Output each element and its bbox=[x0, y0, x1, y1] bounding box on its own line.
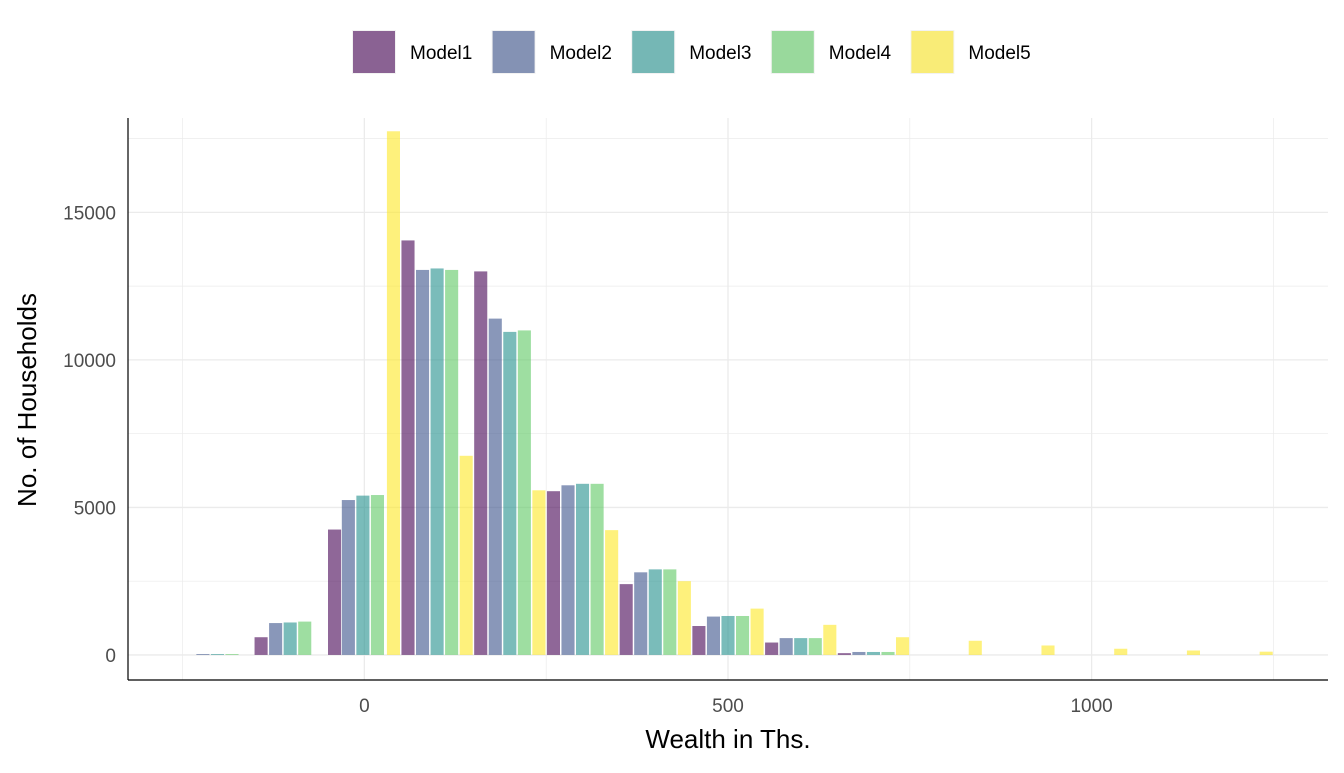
bar-model1 bbox=[692, 626, 706, 655]
legend-item-model1: Model1 bbox=[352, 30, 472, 74]
bar-model2 bbox=[779, 638, 793, 655]
bar-model3 bbox=[576, 483, 590, 655]
grid bbox=[128, 118, 1328, 680]
bar-model4 bbox=[590, 483, 604, 655]
bar-model5 bbox=[968, 640, 982, 655]
bar-model3 bbox=[283, 622, 297, 655]
bar-model3 bbox=[503, 331, 517, 655]
bar-model5 bbox=[750, 608, 764, 655]
legend-swatch bbox=[353, 31, 395, 73]
bar-model1 bbox=[474, 271, 488, 655]
y-axis-label: No. of Households bbox=[12, 293, 42, 507]
bar-model5 bbox=[823, 624, 837, 655]
axes bbox=[127, 118, 1328, 681]
legend-item-model5: Model5 bbox=[910, 30, 1031, 74]
bar-model2 bbox=[852, 651, 866, 655]
bar-model1 bbox=[765, 642, 779, 655]
legend-label: Model2 bbox=[550, 43, 612, 64]
bar-model5 bbox=[677, 581, 691, 655]
bar-model2 bbox=[196, 654, 210, 655]
bar-model4 bbox=[808, 638, 822, 655]
bar-model3 bbox=[648, 569, 662, 655]
bar-model5 bbox=[1186, 650, 1200, 655]
bar-model5 bbox=[1259, 651, 1273, 655]
bar-model4 bbox=[370, 495, 384, 655]
x-axis-label: Wealth in Ths. bbox=[645, 724, 810, 754]
bar-model4 bbox=[445, 269, 459, 655]
bar-model3 bbox=[356, 495, 370, 655]
x-tick-label: 500 bbox=[712, 696, 744, 717]
y-tick-label: 10000 bbox=[63, 351, 116, 372]
bar-model4 bbox=[225, 654, 239, 655]
bar-model4 bbox=[517, 330, 531, 655]
bar-model2 bbox=[341, 500, 355, 655]
bars bbox=[196, 131, 1273, 655]
bar-model5 bbox=[532, 490, 546, 655]
x-tick-label: 1000 bbox=[1070, 696, 1112, 717]
bar-model2 bbox=[269, 623, 283, 655]
bar-model5 bbox=[386, 131, 400, 655]
legend-label: Model5 bbox=[968, 43, 1030, 64]
y-tick-label: 0 bbox=[105, 646, 116, 667]
bar-model4 bbox=[663, 569, 677, 655]
bar-model1 bbox=[837, 653, 851, 655]
legend-item-model4: Model4 bbox=[770, 30, 892, 74]
bar-model2 bbox=[488, 318, 502, 655]
bar-model2 bbox=[561, 485, 575, 655]
legend-label: Model4 bbox=[829, 43, 892, 64]
bar-model1 bbox=[254, 637, 268, 655]
bar-model5 bbox=[1114, 648, 1128, 655]
bar-model4 bbox=[881, 651, 895, 655]
bar-model5 bbox=[605, 530, 619, 655]
bar-model2 bbox=[706, 616, 720, 655]
legend-swatch bbox=[911, 31, 954, 73]
bar-model1 bbox=[546, 491, 560, 655]
legend: Model1 Model2 Model3 Model4 Model5 bbox=[352, 30, 1031, 74]
y-tick-label: 5000 bbox=[74, 498, 116, 519]
bar-model5 bbox=[459, 455, 473, 655]
bar-model2 bbox=[416, 269, 430, 655]
legend-label: Model3 bbox=[689, 43, 751, 64]
bar-model5 bbox=[896, 637, 910, 655]
bar-model1 bbox=[619, 584, 633, 655]
bar-model5 bbox=[1041, 645, 1055, 655]
bar-model3 bbox=[430, 268, 444, 655]
legend-swatch bbox=[632, 31, 675, 73]
y-tick-label: 15000 bbox=[63, 203, 116, 224]
legend-swatch bbox=[492, 31, 535, 73]
legend-swatch bbox=[771, 31, 814, 73]
bar-model4 bbox=[736, 615, 750, 655]
bar-model3 bbox=[866, 651, 880, 655]
bar-model3 bbox=[794, 638, 808, 655]
bar-model3 bbox=[210, 654, 224, 655]
bar-model1 bbox=[401, 240, 415, 655]
legend-item-model3: Model3 bbox=[631, 30, 752, 74]
bar-model2 bbox=[634, 572, 648, 655]
legend-item-model2: Model2 bbox=[491, 30, 612, 74]
legend-label: Model1 bbox=[410, 43, 472, 64]
bar-model1 bbox=[328, 529, 342, 655]
bar-model4 bbox=[298, 621, 312, 655]
bar-model3 bbox=[721, 615, 735, 655]
x-tick-label: 0 bbox=[359, 696, 370, 717]
